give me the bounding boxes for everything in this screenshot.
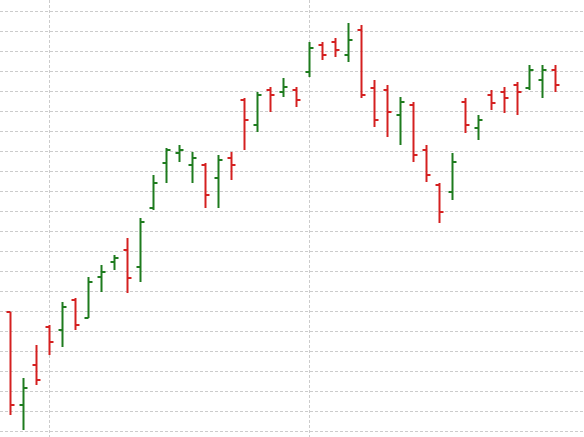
chart	[0, 0, 584, 437]
